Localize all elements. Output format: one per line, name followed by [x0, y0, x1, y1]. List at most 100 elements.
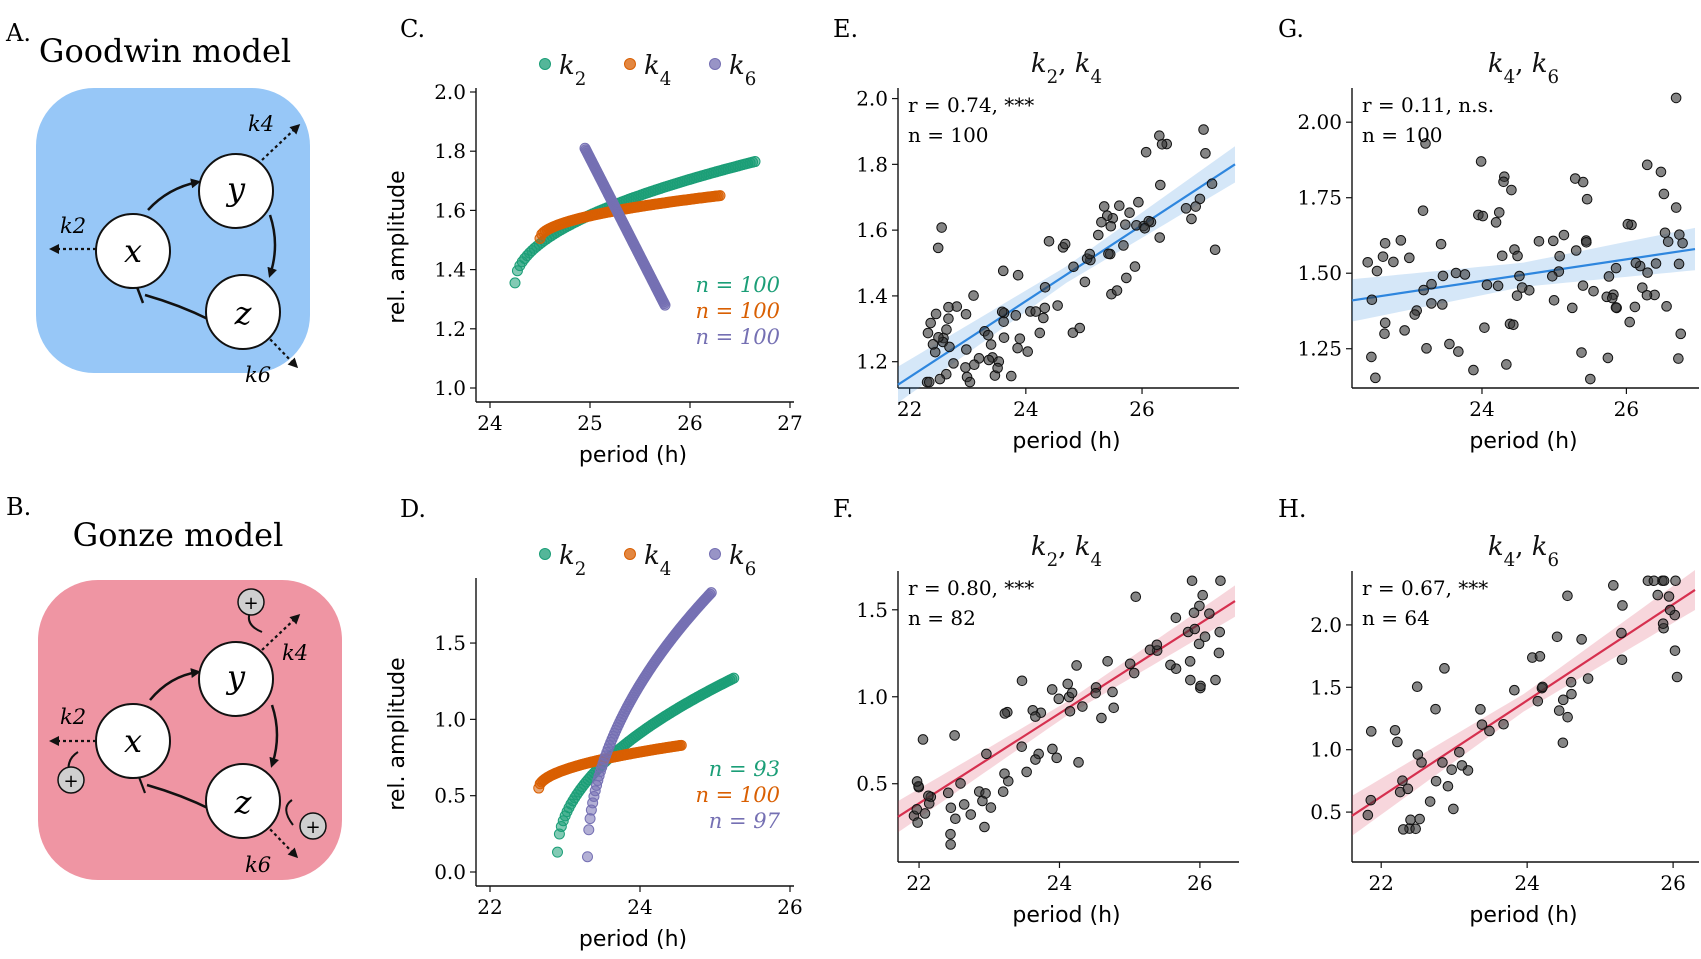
data-point — [1603, 271, 1615, 282]
chart-panel-e: 22 24 26 1.2 1.4 1.6 1.8 2.0 period (h) k2, k4 r =… — [856, 49, 1239, 454]
data-point — [922, 327, 934, 339]
data-point — [1051, 752, 1062, 764]
x-tick-label: 22 — [897, 397, 922, 421]
x-tick-label: 22 — [1368, 871, 1393, 895]
data-point — [985, 339, 997, 350]
data-point — [1046, 684, 1058, 695]
data-point — [1103, 248, 1114, 260]
data-point — [1532, 695, 1544, 707]
panel-letter-c: C. — [400, 15, 425, 43]
data-point — [1107, 686, 1118, 698]
data-point — [1652, 589, 1664, 601]
data-point — [942, 787, 954, 799]
data-point — [1156, 138, 1168, 150]
data-point — [1417, 205, 1429, 216]
data-point — [1388, 256, 1399, 268]
panel-letter-h: H. — [1278, 495, 1307, 523]
data-point — [1558, 229, 1570, 241]
count-label-k4: n = 100 — [695, 783, 780, 807]
svg-text:+: + — [63, 771, 78, 792]
data-point — [998, 316, 1009, 327]
data-point — [999, 768, 1010, 779]
data-point — [980, 788, 991, 799]
data-point — [509, 277, 521, 289]
x-tick-label: 24 — [1013, 397, 1038, 421]
data-point — [1098, 201, 1110, 212]
data-point — [997, 786, 1009, 797]
scatter-points — [908, 575, 1226, 850]
data-point — [1581, 193, 1593, 205]
data-point — [923, 376, 935, 388]
data-point — [1397, 775, 1408, 787]
panel-letter-a: A. — [5, 19, 31, 47]
node-z — [205, 763, 281, 839]
node-y — [198, 153, 274, 229]
data-point — [1124, 207, 1135, 218]
data-point — [714, 190, 726, 202]
data-point — [1213, 647, 1225, 659]
data-point — [1206, 178, 1218, 190]
data-point — [1421, 343, 1432, 354]
data-point — [1426, 278, 1437, 290]
data-point — [552, 846, 563, 858]
y-tick-label: 1.8 — [856, 152, 888, 176]
data-point — [1490, 217, 1502, 228]
data-point — [1186, 575, 1198, 587]
data-point — [912, 817, 923, 828]
data-point — [1673, 258, 1685, 270]
data-point — [705, 587, 717, 599]
data-point — [949, 730, 960, 741]
data-point — [1448, 803, 1459, 815]
x-tick-label: 26 — [1187, 871, 1212, 895]
data-point — [1197, 589, 1208, 601]
stat-r: r = 0.74, *** — [908, 93, 1034, 117]
data-point — [1551, 631, 1563, 643]
data-point — [958, 799, 970, 810]
data-point — [1039, 302, 1051, 314]
gonze-diagram: x y z k2 k4 k6 + + + — [49, 588, 327, 877]
data-point — [1030, 754, 1041, 765]
node-z-label: z — [234, 783, 253, 821]
data-point — [1439, 663, 1450, 674]
data-point — [1437, 270, 1449, 282]
y-tick-label: 2.0 — [434, 80, 466, 104]
data-point — [1454, 746, 1465, 758]
series-k4 — [534, 190, 726, 245]
y-tick-label: 1.5 — [1310, 675, 1342, 699]
x-tick-label: 24 — [627, 895, 652, 919]
data-point — [1129, 261, 1141, 272]
svg-text:+: + — [305, 817, 320, 838]
x-axis-label: period (h) — [1012, 903, 1120, 928]
x-tick-label: 27 — [777, 411, 802, 435]
node-y-label: y — [225, 658, 246, 696]
data-point — [982, 329, 994, 341]
x-tick-label: 24 — [1469, 397, 1494, 421]
data-point — [1648, 575, 1660, 587]
node-x-label: x — [124, 232, 142, 270]
data-point — [999, 708, 1011, 719]
data-point — [1114, 200, 1125, 212]
data-point — [1043, 235, 1055, 247]
data-point — [941, 324, 952, 335]
y-tick-label: 2.0 — [1310, 613, 1342, 637]
y-axis-label: rel. amplitude — [385, 657, 410, 810]
legend-label-k4: k4 — [644, 541, 671, 580]
data-point — [1128, 667, 1140, 679]
data-point — [1508, 319, 1519, 331]
data-point — [917, 734, 929, 745]
stat-r: r = 0.11, n.s. — [1362, 93, 1494, 117]
data-point — [1068, 261, 1079, 273]
data-point — [1662, 236, 1674, 247]
data-point — [960, 308, 972, 320]
data-point — [1616, 627, 1627, 639]
legend-label-k2: k2 — [559, 541, 586, 580]
x-tick-label: 24 — [1514, 871, 1539, 895]
data-point — [1658, 575, 1670, 587]
data-point — [1565, 676, 1577, 688]
data-point — [1379, 317, 1391, 329]
data-point — [1005, 370, 1017, 382]
data-point — [583, 824, 595, 836]
data-point — [1194, 600, 1205, 612]
data-point — [1092, 229, 1104, 241]
y-tick-label: 1.4 — [434, 258, 466, 282]
